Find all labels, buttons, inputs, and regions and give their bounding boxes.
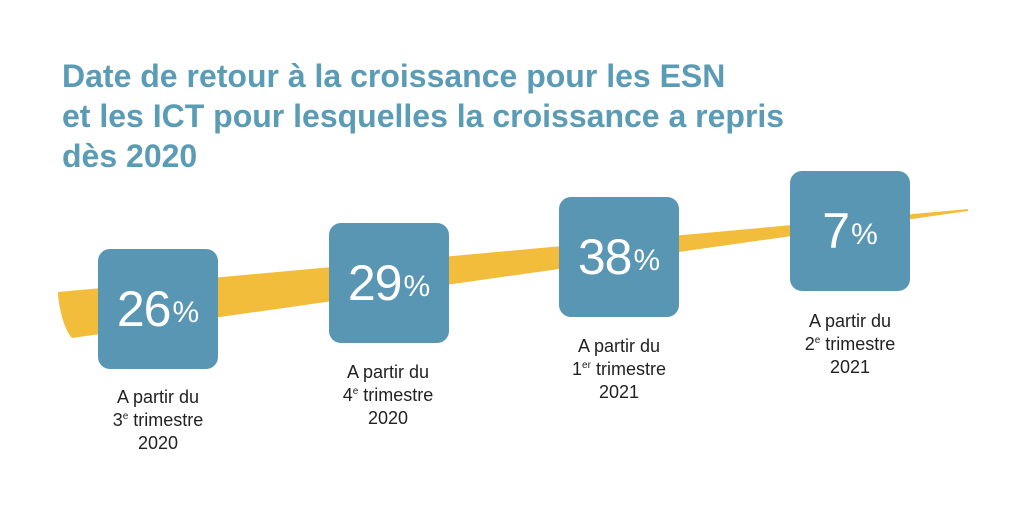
title-line-1: Date de retour à la croissance pour les … <box>62 58 726 94</box>
quarter-word: trimestre <box>590 359 666 379</box>
quarter-number: 1 <box>572 359 583 379</box>
period-caption-q3-2020: A partir du 3e trimestre 2020 <box>68 386 248 455</box>
chart-title: Date de retour à la croissance pour les … <box>62 56 962 176</box>
period-caption-q2-2021: A partir du 2e trimestre 2021 <box>760 310 940 379</box>
percent-sign: % <box>172 296 200 329</box>
value-label: 26 <box>116 281 172 337</box>
value-tile-q2-2021: 7% <box>790 171 910 291</box>
value-label: 7 <box>822 203 850 259</box>
caption-line-1: A partir du <box>346 362 430 382</box>
caption-year: 2020 <box>137 433 179 453</box>
quarter-word: trimestre <box>128 410 204 430</box>
percent-sign: % <box>403 270 431 303</box>
caption-year: 2020 <box>367 408 409 428</box>
title-line-3: dès 2020 <box>62 138 198 174</box>
value-label: 29 <box>347 255 403 311</box>
value-label: 38 <box>577 229 633 285</box>
ordinal-suffix: e <box>122 411 129 422</box>
caption-line-2: 3e trimestre <box>68 409 248 432</box>
caption-line-2: 2e trimestre <box>760 333 940 356</box>
caption-line-1: A partir du <box>577 336 661 356</box>
quarter-word: trimestre <box>820 334 896 354</box>
ordinal-suffix: e <box>352 386 359 397</box>
ribbon-shape <box>58 209 968 338</box>
quarter-number: 3 <box>112 410 123 430</box>
ordinal-suffix: e <box>814 335 821 346</box>
ordinal-suffix: er <box>582 360 591 371</box>
value-tile-q3-2020: 26% <box>98 249 218 369</box>
caption-line-1: A partir du <box>116 387 200 407</box>
period-caption-q4-2020: A partir du 4e trimestre 2020 <box>298 361 478 430</box>
quarter-number: 2 <box>804 334 815 354</box>
value-tile-q4-2020: 29% <box>329 223 449 343</box>
caption-year: 2021 <box>829 357 871 377</box>
value-tile-q1-2021: 38% <box>559 197 679 317</box>
quarter-number: 4 <box>342 385 353 405</box>
caption-line-2: 1er trimestre <box>529 358 709 381</box>
caption-year: 2021 <box>598 382 640 402</box>
percent-sign: % <box>851 218 878 251</box>
caption-line-1: A partir du <box>808 311 892 331</box>
title-line-2: et les ICT pour lesquelles la croissance… <box>62 98 785 134</box>
quarter-word: trimestre <box>358 385 434 405</box>
percent-sign: % <box>633 244 661 277</box>
period-caption-q1-2021: A partir du 1er trimestre 2021 <box>529 335 709 404</box>
caption-line-2: 4e trimestre <box>298 384 478 407</box>
